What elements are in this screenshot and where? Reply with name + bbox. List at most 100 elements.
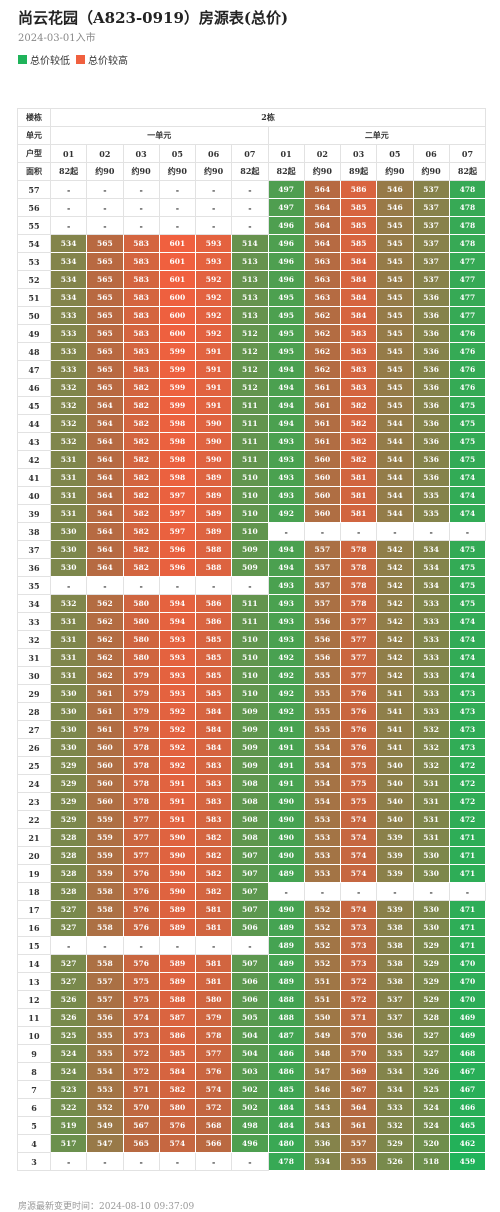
price-cell[interactable]: 532: [49, 396, 88, 415]
price-cell[interactable]: 534: [49, 288, 88, 307]
price-cell[interactable]: 594: [158, 594, 197, 613]
price-cell[interactable]: 534: [303, 1152, 342, 1171]
price-cell[interactable]: 586: [158, 1026, 197, 1045]
price-cell[interactable]: 544: [376, 504, 414, 523]
price-cell[interactable]: 588: [158, 990, 197, 1009]
price-cell[interactable]: 504: [231, 1026, 269, 1045]
price-cell[interactable]: 583: [194, 756, 233, 775]
price-cell[interactable]: 488: [267, 1008, 305, 1027]
price-cell[interactable]: 529: [376, 1134, 414, 1153]
price-cell[interactable]: 544: [376, 414, 414, 433]
price-cell[interactable]: 497: [267, 198, 305, 217]
price-cell[interactable]: 536: [412, 360, 450, 379]
price-cell[interactable]: 559: [86, 828, 124, 847]
price-cell[interactable]: 494: [267, 378, 305, 397]
price-cell[interactable]: 592: [194, 324, 233, 343]
price-cell[interactable]: 562: [86, 612, 124, 631]
price-cell[interactable]: 470: [448, 954, 487, 973]
price-cell[interactable]: 589: [158, 954, 197, 973]
price-cell[interactable]: 541: [376, 720, 414, 739]
price-cell[interactable]: 532: [412, 756, 450, 775]
price-cell[interactable]: 579: [122, 666, 160, 685]
price-cell[interactable]: 574: [339, 900, 378, 919]
price-cell[interactable]: 599: [158, 396, 197, 415]
price-cell[interactable]: 509: [231, 756, 269, 775]
price-cell[interactable]: 561: [303, 414, 342, 433]
price-cell[interactable]: 530: [49, 738, 88, 757]
price-cell[interactable]: 470: [448, 990, 487, 1009]
price-cell[interactable]: 490: [267, 828, 305, 847]
price-cell[interactable]: 576: [339, 738, 378, 757]
price-cell[interactable]: 598: [158, 414, 197, 433]
price-cell[interactable]: 593: [194, 234, 233, 253]
price-cell[interactable]: 584: [339, 270, 378, 289]
price-cell[interactable]: 531: [49, 666, 88, 685]
price-cell[interactable]: 592: [158, 720, 197, 739]
price-cell[interactable]: 522: [49, 1098, 88, 1117]
price-cell[interactable]: 574: [339, 864, 378, 883]
price-cell[interactable]: 476: [448, 378, 487, 397]
price-cell[interactable]: 597: [158, 486, 197, 505]
price-cell[interactable]: 477: [448, 252, 487, 271]
price-cell[interactable]: 552: [86, 1098, 124, 1117]
price-cell[interactable]: 531: [49, 612, 88, 631]
price-cell[interactable]: 563: [303, 252, 342, 271]
price-cell[interactable]: 475: [448, 594, 487, 613]
price-cell[interactable]: 539: [376, 846, 414, 865]
price-cell[interactable]: 583: [122, 306, 160, 325]
price-cell[interactable]: 533: [49, 360, 88, 379]
price-cell[interactable]: 541: [376, 738, 414, 757]
price-cell[interactable]: 566: [194, 1134, 233, 1153]
price-cell[interactable]: 562: [303, 360, 342, 379]
price-cell[interactable]: 511: [231, 432, 269, 451]
price-cell[interactable]: 531: [412, 828, 450, 847]
price-cell[interactable]: 557: [86, 972, 124, 991]
price-cell[interactable]: 565: [122, 1134, 160, 1153]
price-cell[interactable]: 487: [267, 1026, 305, 1045]
price-cell[interactable]: 585: [339, 198, 378, 217]
price-cell[interactable]: 565: [86, 342, 124, 361]
price-cell[interactable]: 507: [231, 900, 269, 919]
price-cell[interactable]: 597: [158, 504, 197, 523]
price-cell[interactable]: 553: [86, 1080, 124, 1099]
price-cell[interactable]: 565: [86, 324, 124, 343]
price-cell[interactable]: 573: [339, 936, 378, 955]
price-cell[interactable]: 562: [86, 630, 124, 649]
price-cell[interactable]: 473: [448, 720, 487, 739]
price-cell[interactable]: 576: [339, 702, 378, 721]
price-cell[interactable]: 567: [339, 1080, 378, 1099]
price-cell[interactable]: 527: [49, 900, 88, 919]
price-cell[interactable]: 473: [448, 684, 487, 703]
price-cell[interactable]: 555: [303, 720, 342, 739]
price-cell[interactable]: 536: [412, 324, 450, 343]
price-cell[interactable]: 527: [49, 954, 88, 973]
price-cell[interactable]: 477: [448, 306, 487, 325]
price-cell[interactable]: 582: [122, 450, 160, 469]
price-cell[interactable]: 550: [303, 1008, 342, 1027]
price-cell[interactable]: 564: [303, 216, 342, 235]
price-cell[interactable]: 489: [267, 918, 305, 937]
price-cell[interactable]: 564: [86, 450, 124, 469]
price-cell[interactable]: 493: [267, 486, 305, 505]
price-cell[interactable]: 578: [339, 540, 378, 559]
price-cell[interactable]: 577: [339, 648, 378, 667]
price-cell[interactable]: 542: [376, 666, 414, 685]
price-cell[interactable]: 524: [49, 1044, 88, 1063]
price-cell[interactable]: 485: [267, 1080, 305, 1099]
price-cell[interactable]: 514: [231, 234, 269, 253]
price-cell[interactable]: 542: [376, 558, 414, 577]
price-cell[interactable]: 531: [49, 630, 88, 649]
price-cell[interactable]: 575: [339, 756, 378, 775]
price-cell[interactable]: 582: [122, 432, 160, 451]
price-cell[interactable]: 561: [86, 702, 124, 721]
price-cell[interactable]: 562: [86, 594, 124, 613]
price-cell[interactable]: 556: [86, 1008, 124, 1027]
price-cell[interactable]: 509: [231, 558, 269, 577]
price-cell[interactable]: 476: [448, 360, 487, 379]
price-cell[interactable]: 590: [158, 846, 197, 865]
price-cell[interactable]: 513: [231, 306, 269, 325]
price-cell[interactable]: 564: [86, 468, 124, 487]
price-cell[interactable]: 586: [194, 594, 233, 613]
price-cell[interactable]: 476: [448, 342, 487, 361]
price-cell[interactable]: 565: [86, 234, 124, 253]
